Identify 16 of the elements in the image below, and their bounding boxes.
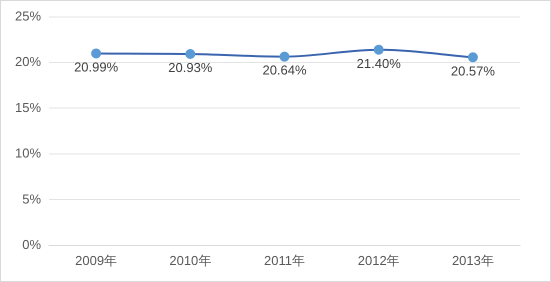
y-tick-label: 0% bbox=[22, 236, 42, 252]
y-tick-label: 15% bbox=[14, 100, 42, 115]
y-tick-label: 25% bbox=[14, 8, 42, 24]
x-tick-label: 2010年 bbox=[169, 252, 212, 268]
text: 20.64% bbox=[262, 62, 307, 78]
x-tick-label: 2009年 bbox=[75, 252, 118, 268]
y-tick-label: 5% bbox=[22, 191, 42, 206]
x-tick-label: 2012年 bbox=[358, 252, 400, 268]
text: 21.40% bbox=[356, 56, 401, 71]
text: 20.57% bbox=[450, 63, 495, 78]
text: 20.99% bbox=[74, 60, 118, 75]
x-tick-label: 2011年 bbox=[264, 252, 305, 268]
x-tick-label: 2013年 bbox=[452, 252, 494, 268]
y-tick-label: 20% bbox=[14, 54, 42, 70]
text: 20.93% bbox=[168, 60, 212, 76]
y-tick-label: 10% bbox=[14, 146, 42, 161]
